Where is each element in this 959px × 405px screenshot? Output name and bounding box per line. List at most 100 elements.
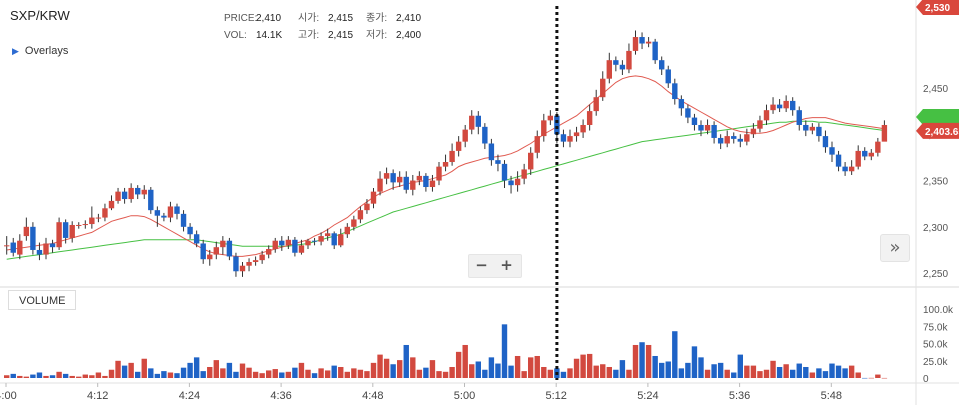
candle-body — [351, 219, 357, 227]
candle-body — [213, 247, 219, 255]
volume-bar — [370, 362, 377, 378]
volume-bar — [272, 369, 278, 378]
volume-bar — [10, 373, 16, 378]
volume-bar — [180, 367, 187, 378]
volume-bar — [737, 354, 743, 378]
candle-body — [357, 210, 364, 220]
volume-bar — [115, 360, 121, 378]
candle-body — [691, 117, 698, 125]
volume-bar — [167, 372, 174, 378]
volume-bar — [351, 368, 357, 378]
top-price-badge-text: 2,530 — [925, 3, 950, 14]
volume-bar — [436, 371, 442, 378]
volume-bar — [639, 342, 645, 378]
volume-bar — [200, 371, 206, 378]
volume-bar — [822, 371, 829, 378]
volume-bar — [567, 368, 573, 378]
scroll-to-latest-button[interactable]: » — [880, 234, 910, 262]
candle-body — [252, 260, 259, 263]
candle-body — [744, 134, 750, 142]
candle-body — [790, 100, 796, 111]
volume-bar — [403, 344, 409, 378]
candle-body — [442, 162, 449, 167]
candle-body — [377, 178, 383, 192]
volume-bar — [305, 369, 311, 378]
candle-body — [521, 169, 527, 179]
candle-body — [82, 224, 88, 226]
candle-body — [796, 110, 802, 125]
candle-body — [776, 104, 783, 109]
zoom-out-button[interactable]: − — [475, 256, 488, 274]
volume-bar — [331, 365, 337, 378]
volume-bar — [508, 365, 514, 378]
volume-bar — [364, 371, 370, 378]
candle-body — [383, 173, 390, 179]
volume-bar — [121, 365, 128, 378]
time-tick-label: 4:00 — [0, 390, 17, 402]
candle-body — [822, 136, 829, 148]
time-tick-label: 4:36 — [270, 390, 291, 402]
volume-bar — [95, 372, 102, 378]
volume-bar — [521, 371, 527, 378]
overlays-toggle[interactable]: ▶ Overlays — [12, 45, 68, 57]
candle-body — [750, 128, 757, 135]
candle-body — [305, 240, 311, 246]
candle-body — [632, 37, 639, 51]
volume-bar — [665, 361, 671, 378]
candle-body — [370, 191, 377, 204]
volume-bar — [141, 358, 147, 378]
candle-body — [266, 249, 272, 255]
volume-bar — [318, 368, 324, 378]
open-value: 2,415 — [328, 13, 354, 24]
candle-body — [835, 154, 842, 167]
candle-body — [573, 132, 580, 137]
volume-bar — [731, 372, 737, 378]
candle-body — [102, 208, 108, 218]
candle-body — [580, 124, 586, 133]
candle-body — [246, 262, 252, 266]
candle-body — [567, 136, 573, 142]
candle-body — [593, 97, 599, 112]
volume-bar — [135, 371, 141, 378]
volume-bar — [803, 366, 809, 378]
candle-body — [272, 240, 278, 250]
candle-body — [324, 233, 331, 237]
zoom-in-button[interactable]: + — [500, 256, 513, 274]
candle-body — [135, 187, 141, 195]
volume-bar — [868, 377, 874, 379]
moving-average-long-line — [6, 120, 885, 260]
volume-bar — [338, 366, 344, 378]
candle-body — [95, 217, 102, 219]
volume-bar — [475, 361, 481, 378]
time-tick-label: 5:00 — [454, 390, 475, 402]
volume-bar — [600, 364, 606, 378]
ma-price-badge-shape — [916, 108, 959, 125]
candle-body — [606, 60, 612, 79]
volume-bar — [390, 364, 396, 378]
volume-bar — [207, 366, 213, 378]
candle-body — [17, 240, 23, 255]
candle-body — [259, 254, 265, 261]
volume-bar — [252, 371, 259, 378]
candle-body — [455, 141, 462, 151]
volume-bar — [514, 355, 521, 378]
time-tick-label: 4:48 — [362, 390, 383, 402]
top-price-badge-shape — [916, 0, 959, 15]
volume-bar — [4, 375, 10, 378]
candle-body — [770, 104, 776, 111]
candle-body — [842, 166, 848, 172]
volume-bar — [455, 351, 462, 378]
candle-body — [639, 37, 645, 44]
current-price-badge-shape — [916, 122, 959, 139]
volume-bar — [586, 353, 593, 378]
candle-body — [338, 234, 344, 246]
volume-bar — [233, 371, 239, 378]
volume-bar — [226, 362, 233, 378]
candle-body — [161, 215, 167, 218]
candle-body — [717, 137, 724, 144]
candle-body — [514, 178, 521, 186]
volume-bar — [344, 371, 350, 378]
candle-body — [757, 120, 763, 129]
